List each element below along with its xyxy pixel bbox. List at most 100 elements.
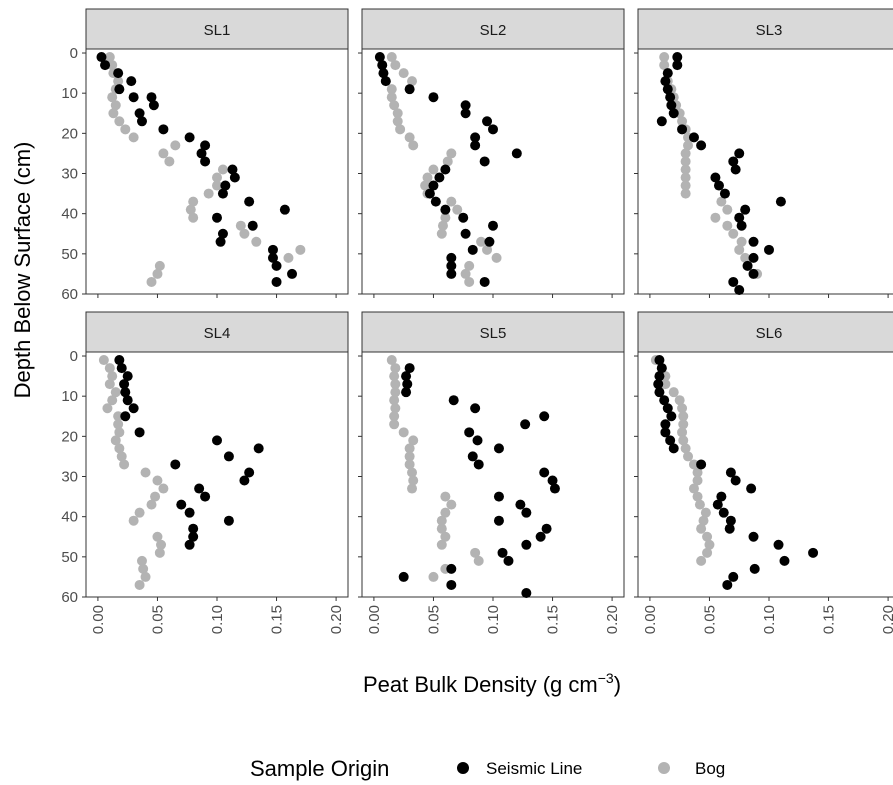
- panel-sl3: SL3: [634, 8, 893, 298]
- point-seismic-line-sl5-10: [493, 443, 504, 454]
- point-bog-sl5-21: [436, 523, 447, 534]
- point-bog-sl6-20: [698, 515, 709, 526]
- point-seismic-line-sl3-15: [710, 172, 721, 183]
- point-bog-sl3-8: [677, 116, 688, 127]
- point-bog-sl5-8: [389, 419, 400, 430]
- point-bog-sl2-10: [404, 132, 415, 143]
- x-tick-label-sl5-0.05: 0.05: [425, 605, 442, 634]
- point-seismic-line-sl6-8: [660, 419, 671, 430]
- point-bog-sl6-18: [694, 499, 705, 510]
- point-seismic-line-sl1-21: [212, 212, 222, 223]
- point-seismic-line-sl1-12: [200, 140, 211, 151]
- x-tick-label-sl6-0.00: 0.00: [642, 605, 659, 634]
- panel-sl1: SL1 0 10 20 30 40 50 60: [61, 8, 349, 303]
- point-bog-sl6-25: [696, 555, 707, 566]
- point-seismic-line-sl3-26: [748, 268, 759, 279]
- point-bog-sl2-8: [392, 116, 403, 127]
- point-seismic-line-sl3-16: [713, 180, 724, 191]
- point-bog-sl5-23: [436, 539, 447, 550]
- point-seismic-line-sl5-5: [470, 403, 481, 414]
- point-bog-sl1-3: [113, 76, 124, 87]
- point-bog-sl5-16: [407, 483, 418, 494]
- panel-sl2: SL2: [358, 8, 625, 298]
- point-seismic-line-sl2-0: [374, 52, 385, 63]
- point-seismic-line-sl5-16: [493, 491, 504, 502]
- point-bog-sl3-11: [683, 140, 694, 151]
- point-bog-sl2-19: [452, 204, 463, 215]
- point-seismic-line-sl5-17: [515, 499, 526, 510]
- point-seismic-line-sl1-13: [196, 148, 207, 159]
- point-bog-sl2-1: [390, 60, 401, 71]
- point-seismic-line-sl5-26: [398, 571, 409, 582]
- point-seismic-line-sl6-24: [779, 555, 790, 566]
- point-bog-sl2-15: [422, 172, 433, 183]
- point-seismic-line-sl4-10: [253, 443, 264, 454]
- y-tick-label-sl4-30: 30: [61, 469, 78, 486]
- point-bog-sl4-7: [113, 411, 124, 422]
- point-bog-sl6-6: [677, 403, 688, 414]
- point-bog-sl1-13: [164, 156, 175, 167]
- point-seismic-line-sl2-3: [380, 76, 391, 87]
- point-bog-sl4-17: [150, 491, 161, 502]
- point-seismic-line-sl1-10: [158, 124, 169, 135]
- point-bog-sl5-6: [390, 403, 401, 414]
- point-seismic-line-sl1-14: [200, 156, 211, 167]
- x-tick-label-sl6-0.20: 0.20: [880, 605, 893, 634]
- point-seismic-line-sl1-27: [271, 260, 282, 271]
- point-seismic-line-sl6-2: [654, 371, 665, 382]
- point-bog-sl1-17: [203, 188, 214, 199]
- point-bog-sl5-19: [440, 507, 451, 518]
- point-seismic-line-sl1-24: [215, 236, 226, 247]
- point-seismic-line-sl2-5: [428, 92, 439, 103]
- point-seismic-line-sl2-18: [430, 196, 441, 207]
- x-axis-title-main: Peat Bulk Density (g cm: [363, 672, 598, 697]
- point-seismic-line-sl2-6: [460, 100, 471, 111]
- x-tick-label-sl5-0.00: 0.00: [366, 605, 383, 634]
- x-tick-label-sl6-0.10: 0.10: [761, 605, 778, 634]
- point-seismic-line-sl5-1: [401, 371, 412, 382]
- point-bog-sl1-26: [154, 260, 165, 271]
- x-tick-label-sl4-0.20: 0.20: [328, 605, 345, 634]
- point-bog-sl1-24: [295, 244, 306, 255]
- x-tick-label-sl6-0.15: 0.15: [821, 605, 838, 634]
- point-bog-sl4-20: [128, 515, 139, 526]
- point-seismic-line-sl2-4: [404, 84, 415, 95]
- point-seismic-line-sl6-7: [666, 411, 677, 422]
- strip-sl1: [85, 8, 349, 50]
- point-bog-sl5-27: [428, 571, 439, 582]
- point-bog-sl3-13: [680, 156, 691, 167]
- point-seismic-line-sl3-21: [736, 220, 747, 231]
- point-seismic-line-sl5-23: [497, 547, 508, 558]
- point-bog-sl6-9: [677, 427, 688, 438]
- panels-group: SL1 0 10 20 30 40 50 60 SL2 SL3 SL4 0 10 20 30 40 50 60 0.…: [61, 8, 893, 634]
- point-seismic-line-sl4-8: [134, 427, 145, 438]
- point-seismic-line-sl6-16: [716, 491, 727, 502]
- point-seismic-line-sl1-5: [128, 92, 139, 103]
- point-seismic-line-sl1-8: [148, 100, 159, 111]
- point-bog-sl4-18: [146, 499, 157, 510]
- point-bog-sl3-14: [680, 164, 691, 175]
- y-tick-label-sl4-60: 60: [61, 589, 78, 606]
- point-bog-sl5-25: [473, 555, 484, 566]
- point-seismic-line-sl2-23: [484, 236, 495, 247]
- point-bog-sl2-7: [392, 108, 403, 119]
- point-seismic-line-sl6-23: [808, 547, 819, 558]
- point-seismic-line-sl5-21: [535, 531, 546, 542]
- point-seismic-line-sl5-3: [401, 387, 412, 398]
- point-bog-sl6-11: [680, 443, 691, 454]
- point-bog-sl5-3: [390, 379, 401, 390]
- point-bog-sl6-12: [683, 451, 694, 462]
- point-bog-sl4-9: [114, 427, 125, 438]
- point-seismic-line-sl3-28: [734, 284, 745, 295]
- point-bog-sl6-4: [668, 387, 679, 398]
- point-seismic-line-sl4-1: [116, 363, 127, 374]
- point-bog-sl4-0: [98, 355, 109, 366]
- point-bog-sl4-2: [107, 371, 118, 382]
- point-seismic-line-sl4-16: [200, 491, 211, 502]
- legend-key-seismic-line: [457, 762, 469, 774]
- point-bog-sl1-10: [128, 132, 139, 143]
- point-bog-sl2-11: [408, 140, 419, 151]
- point-seismic-line-sl6-6: [662, 403, 673, 414]
- point-seismic-line-sl1-6: [134, 108, 145, 119]
- point-bog-sl4-21: [152, 531, 163, 542]
